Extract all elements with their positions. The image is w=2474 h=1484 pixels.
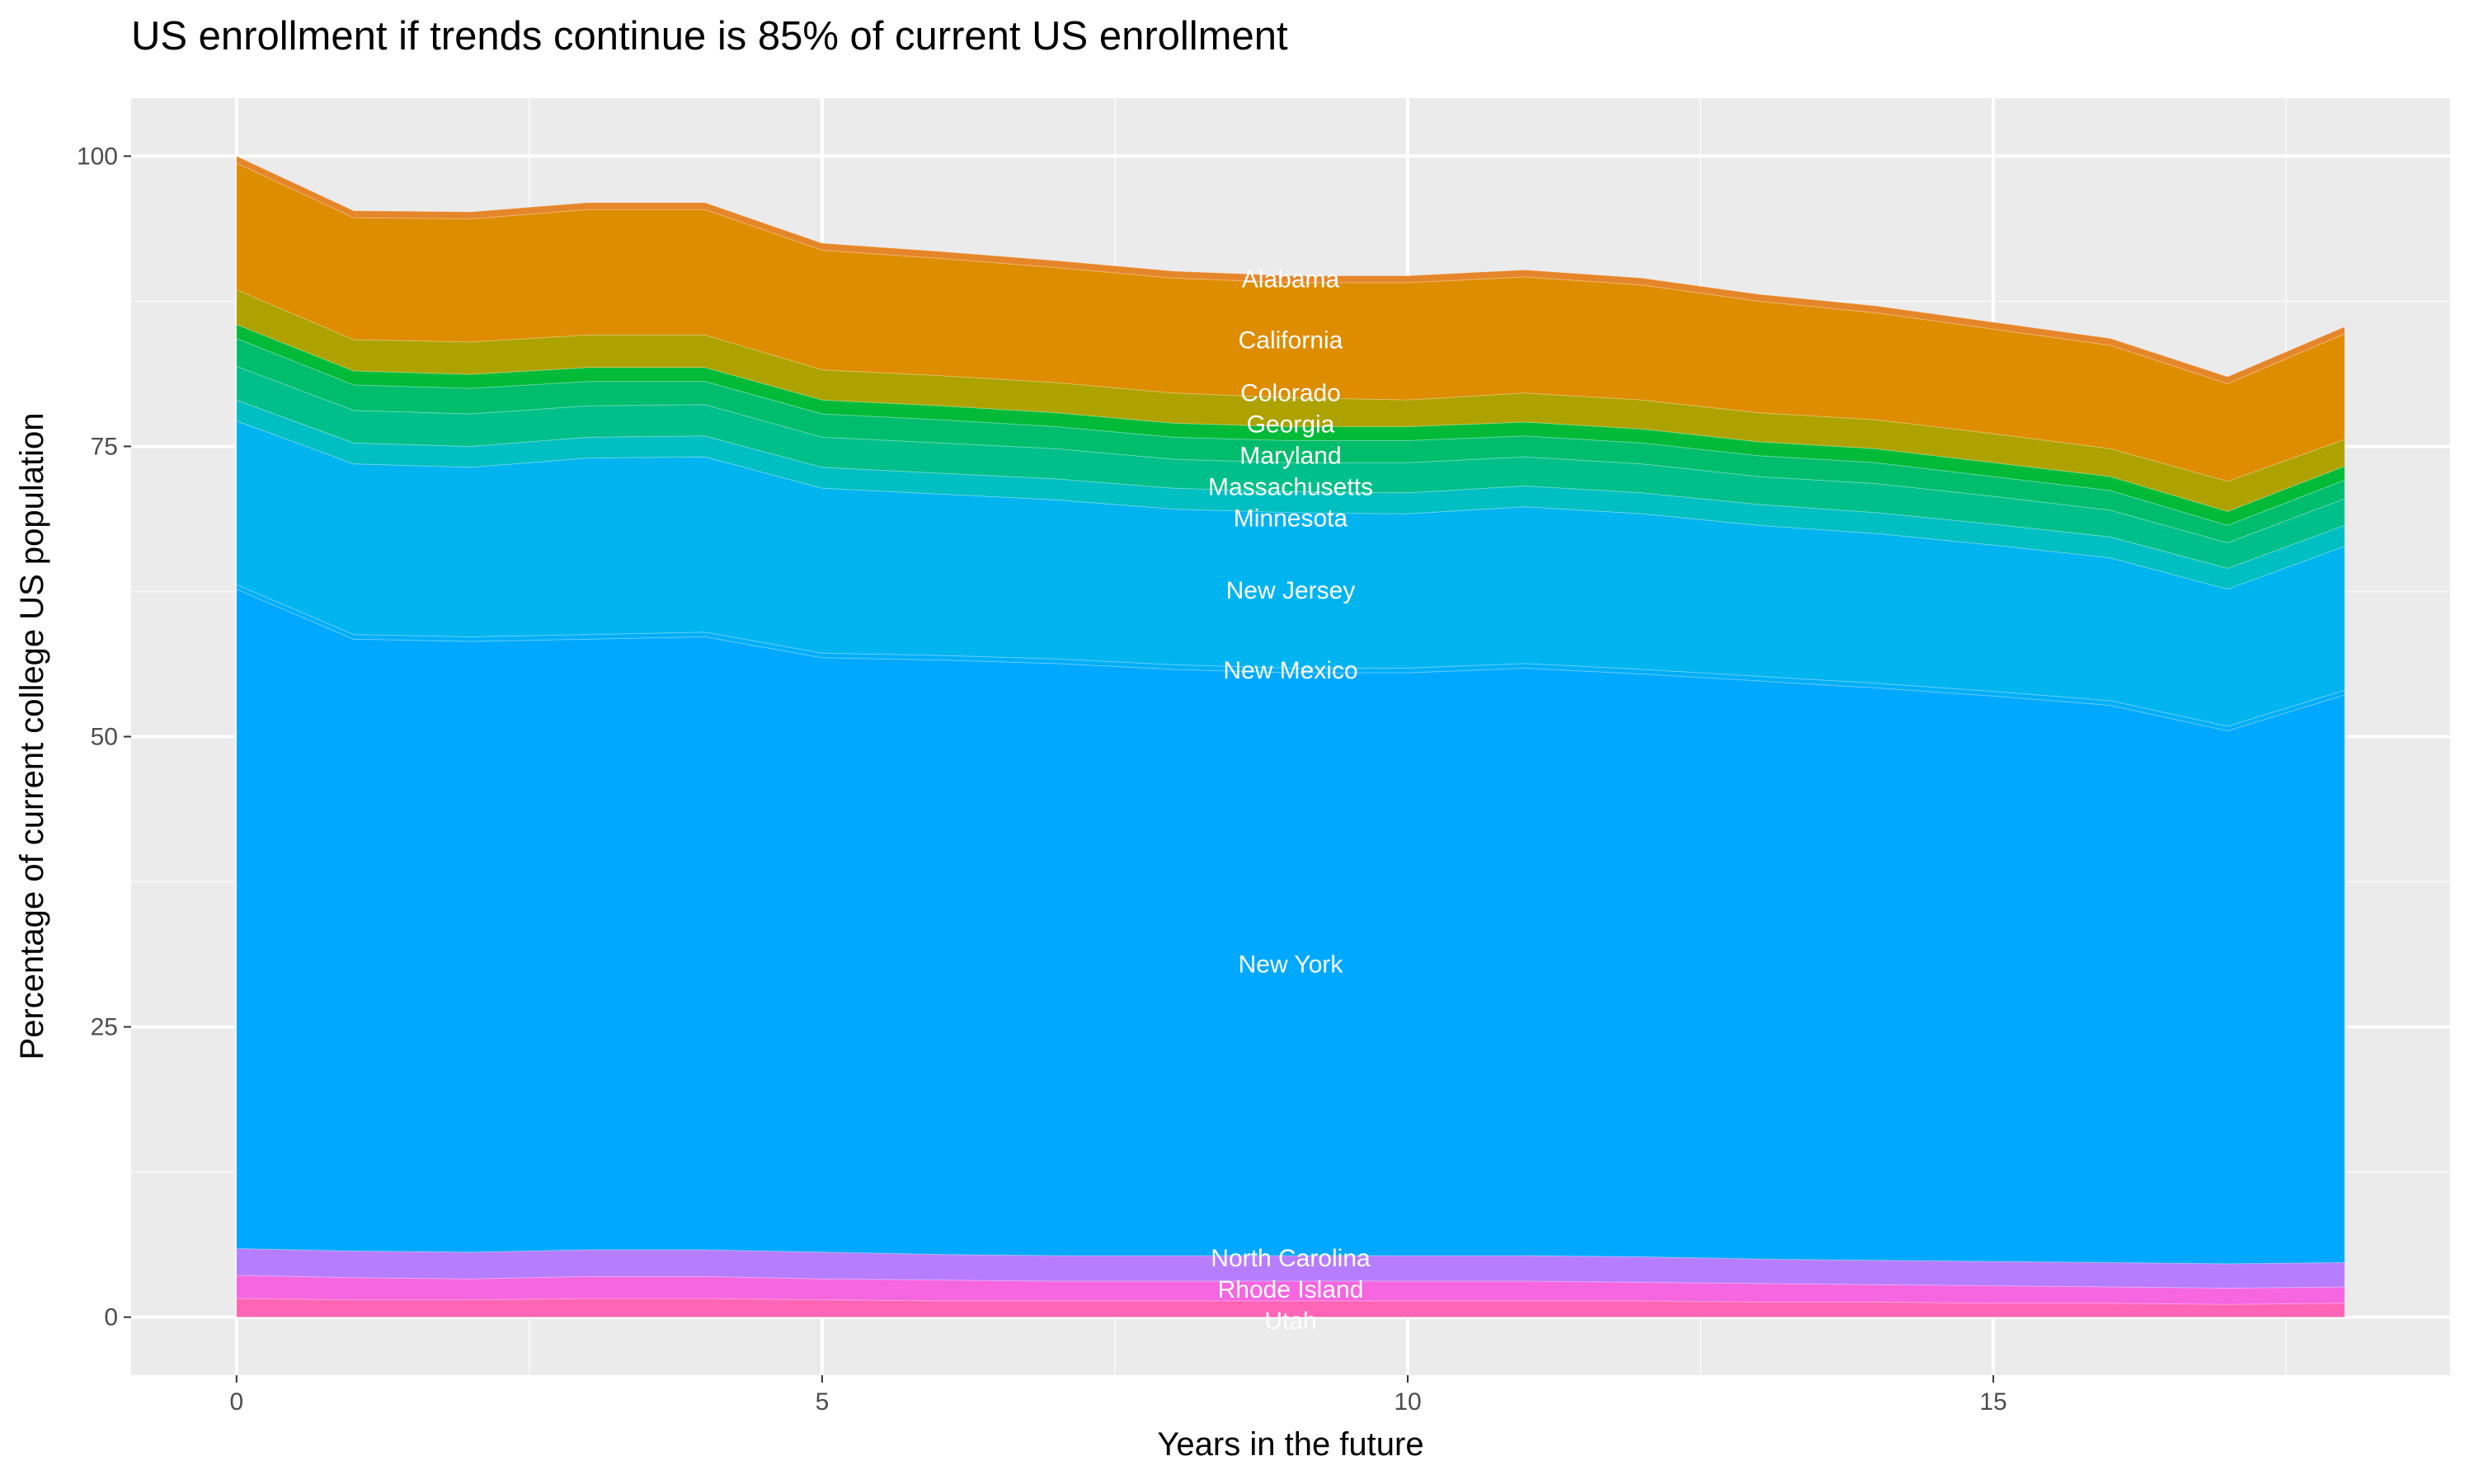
area-label-new-mexico: New Mexico (1223, 657, 1357, 684)
y-tick-label: 50 (91, 724, 118, 751)
area-layers (236, 155, 2345, 1318)
area-california (236, 162, 2345, 482)
area-massachusetts (236, 365, 2345, 569)
area-new-york (236, 588, 2345, 1265)
area-label-utah: Utah (1264, 1308, 1316, 1335)
area-label-colorado: Colorado (1240, 379, 1341, 406)
area-label-new-jersey: New Jersey (1226, 577, 1356, 604)
x-tick-label: 0 (229, 1388, 243, 1416)
y-tick-label: 0 (104, 1304, 118, 1331)
area-label-minnesota: Minnesota (1234, 505, 1348, 532)
y-tick-label: 25 (91, 1014, 118, 1041)
x-tick-label: 10 (1394, 1388, 1421, 1416)
area-north-carolina (236, 1248, 2345, 1289)
axis-ticks: 0 5 10 15 0 25 50 75 100 (77, 143, 2007, 1416)
area-label-rhode-island: Rhode Island (1218, 1276, 1364, 1303)
area-minnesota (236, 399, 2345, 590)
area-rhode-island (236, 1275, 2345, 1305)
y-tick-label: 75 (91, 433, 118, 460)
x-axis-title: Years in the future (1157, 1426, 1423, 1463)
area-labels: Alabama California Colorado Georgia Maryland… (1208, 266, 1373, 1335)
area-label-alabama: Alabama (1242, 266, 1340, 294)
x-tick-label: 15 (1979, 1388, 2006, 1416)
chart-title: US enrollment if trends continue is 85% … (131, 14, 1288, 59)
area-label-new-york: New York (1239, 951, 1344, 979)
x-tick-label: 5 (816, 1388, 830, 1416)
area-label-california: California (1239, 327, 1343, 355)
area-label-georgia: Georgia (1247, 411, 1335, 438)
y-tick-label: 100 (77, 143, 118, 170)
y-axis-title: Percentage of current college US populat… (14, 413, 50, 1060)
area-utah (236, 1298, 2345, 1318)
area-alabama (236, 155, 2345, 384)
area-label-massachusetts: Massachusetts (1208, 473, 1373, 500)
area-label-north-carolina: North Carolina (1211, 1245, 1371, 1272)
area-label-maryland: Maryland (1239, 442, 1341, 469)
